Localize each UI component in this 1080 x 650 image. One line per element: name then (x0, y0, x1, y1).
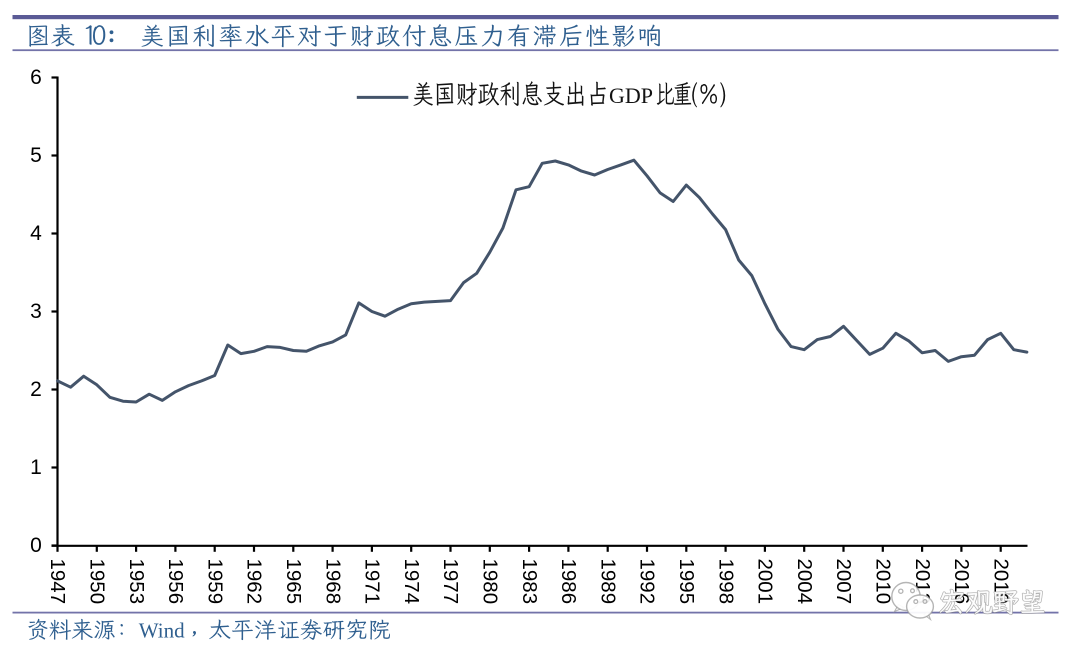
svg-text:2004: 2004 (793, 559, 816, 605)
svg-text:1: 1 (30, 456, 42, 479)
svg-text:1977: 1977 (439, 559, 462, 605)
svg-text:1965: 1965 (282, 559, 305, 605)
svg-text:3: 3 (30, 300, 42, 323)
svg-text:Wind: Wind (139, 619, 185, 643)
svg-text:1959: 1959 (203, 559, 226, 605)
svg-text:0: 0 (30, 534, 42, 557)
svg-text:1968: 1968 (321, 559, 344, 605)
svg-text:1950: 1950 (86, 559, 109, 605)
svg-text:2010: 2010 (872, 559, 895, 605)
svg-text:1962: 1962 (243, 559, 266, 605)
svg-text:1956: 1956 (164, 559, 187, 605)
svg-text:1971: 1971 (361, 559, 384, 605)
svg-text:6: 6 (30, 66, 42, 89)
svg-text:4: 4 (30, 222, 42, 245)
svg-text:1983: 1983 (518, 559, 541, 605)
svg-text:1953: 1953 (125, 559, 148, 605)
svg-text:1986: 1986 (557, 559, 580, 605)
svg-text:2001: 2001 (754, 559, 777, 605)
svg-text:5: 5 (30, 144, 42, 167)
svg-text:1989: 1989 (596, 559, 619, 605)
svg-text:1992: 1992 (636, 559, 659, 605)
svg-text:1980: 1980 (479, 559, 502, 605)
svg-text:1947: 1947 (46, 559, 69, 605)
svg-text:2007: 2007 (832, 559, 855, 605)
svg-text:1998: 1998 (714, 559, 737, 605)
svg-text:GDP: GDP (609, 83, 653, 108)
svg-text:1974: 1974 (400, 559, 423, 605)
svg-text:1995: 1995 (675, 559, 698, 605)
svg-text:2: 2 (30, 378, 42, 401)
